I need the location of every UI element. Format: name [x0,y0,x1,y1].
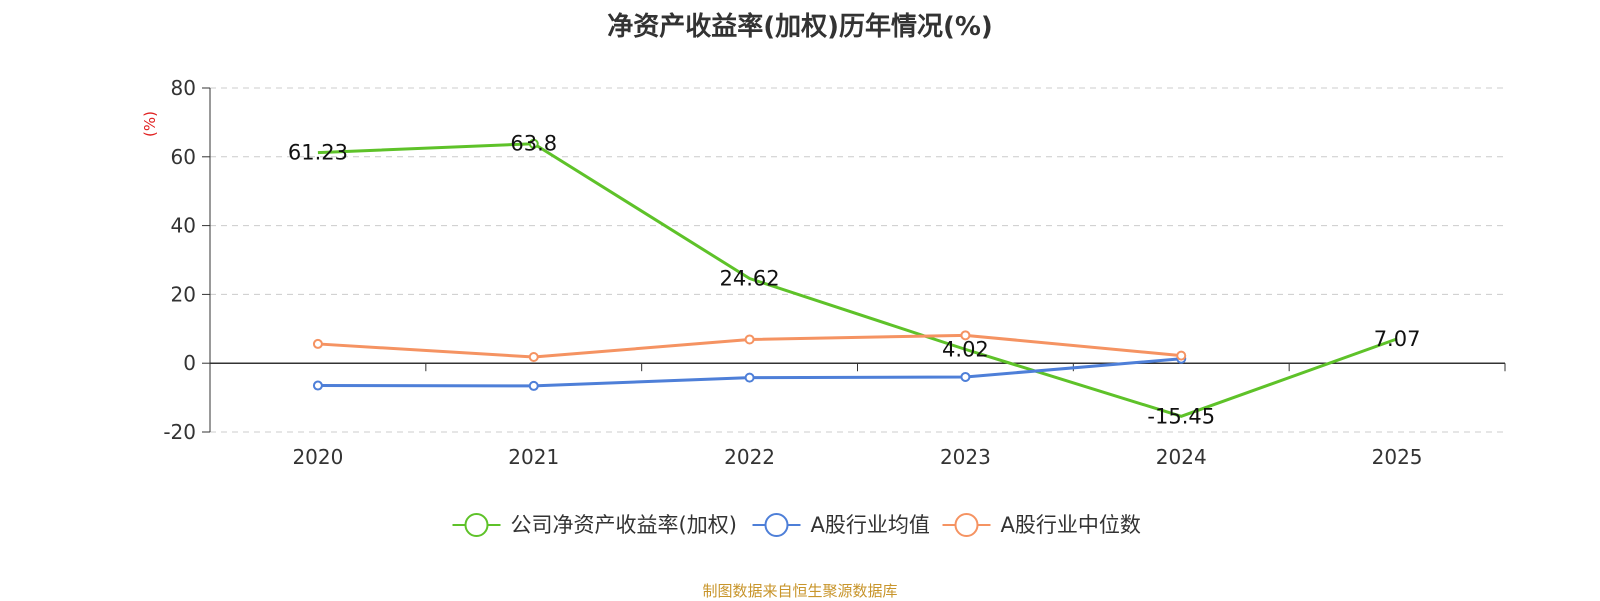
data-point[interactable] [960,330,971,341]
legend-item-0[interactable]: 公司净资产收益率(加权) [452,513,737,537]
y-tick-label: -20 [163,420,196,444]
data-label: 7.07 [1374,327,1421,351]
y-axis-label: (%) [141,111,159,137]
y-tick-label: 60 [171,145,196,169]
data-point[interactable] [960,371,971,382]
chart-title: 净资产收益率(加权)历年情况(%) [607,12,993,42]
data-labels: 61.23 63.8 24.62 4.02 -15.45 7.07 [288,132,1421,429]
legend-marker [954,513,979,537]
y-tick-label: 40 [171,214,196,238]
legend-marker [764,513,789,537]
data-point[interactable] [528,352,539,363]
series-line-0 [317,142,1398,418]
data-point[interactable] [528,380,539,391]
data-label: -15.45 [1147,404,1215,428]
legend-label: A股行业中位数 [1001,513,1141,537]
y-tick-label: 80 [171,76,196,100]
data-point[interactable] [744,372,755,383]
data-point[interactable] [312,338,323,349]
x-tick-label: 2022 [724,445,775,469]
data-point[interactable] [744,334,755,345]
y-tick-label: 20 [171,282,196,306]
y-tick-label: 0 [183,351,196,375]
series-markers [312,138,1187,391]
legend-item-2[interactable]: A股行业中位数 [942,513,1141,537]
data-label: 61.23 [288,141,348,165]
x-tick-label: 2025 [1372,445,1423,469]
x-tick-label: 2020 [292,445,343,469]
data-point[interactable] [312,380,323,391]
x-tick-label: 2021 [508,445,559,469]
series-lines [317,142,1398,418]
data-point[interactable] [528,138,539,149]
x-tick-label: 2023 [940,445,991,469]
grid-lines [210,87,1505,433]
legend-label: 公司净资产收益率(加权) [511,513,737,537]
data-label: 4.02 [942,337,989,361]
x-tick-label: 2024 [1156,445,1207,469]
axes: -20 0 20 40 60 80 2020 2021 2022 2023 2024 2025 (%) [141,76,1506,469]
data-label: 24.62 [720,267,780,291]
source-note: 制图数据来自恒生聚源数据库 [702,582,898,600]
data-point[interactable] [1176,350,1187,361]
legend-label: A股行业均值 [811,513,930,537]
legend[interactable]: 公司净资产收益率(加权) A股行业均值 A股行业中位数 [452,513,1141,537]
data-label: 63.8 [510,132,557,156]
legend-item-1[interactable]: A股行业均值 [752,513,930,537]
legend-marker [464,513,489,537]
